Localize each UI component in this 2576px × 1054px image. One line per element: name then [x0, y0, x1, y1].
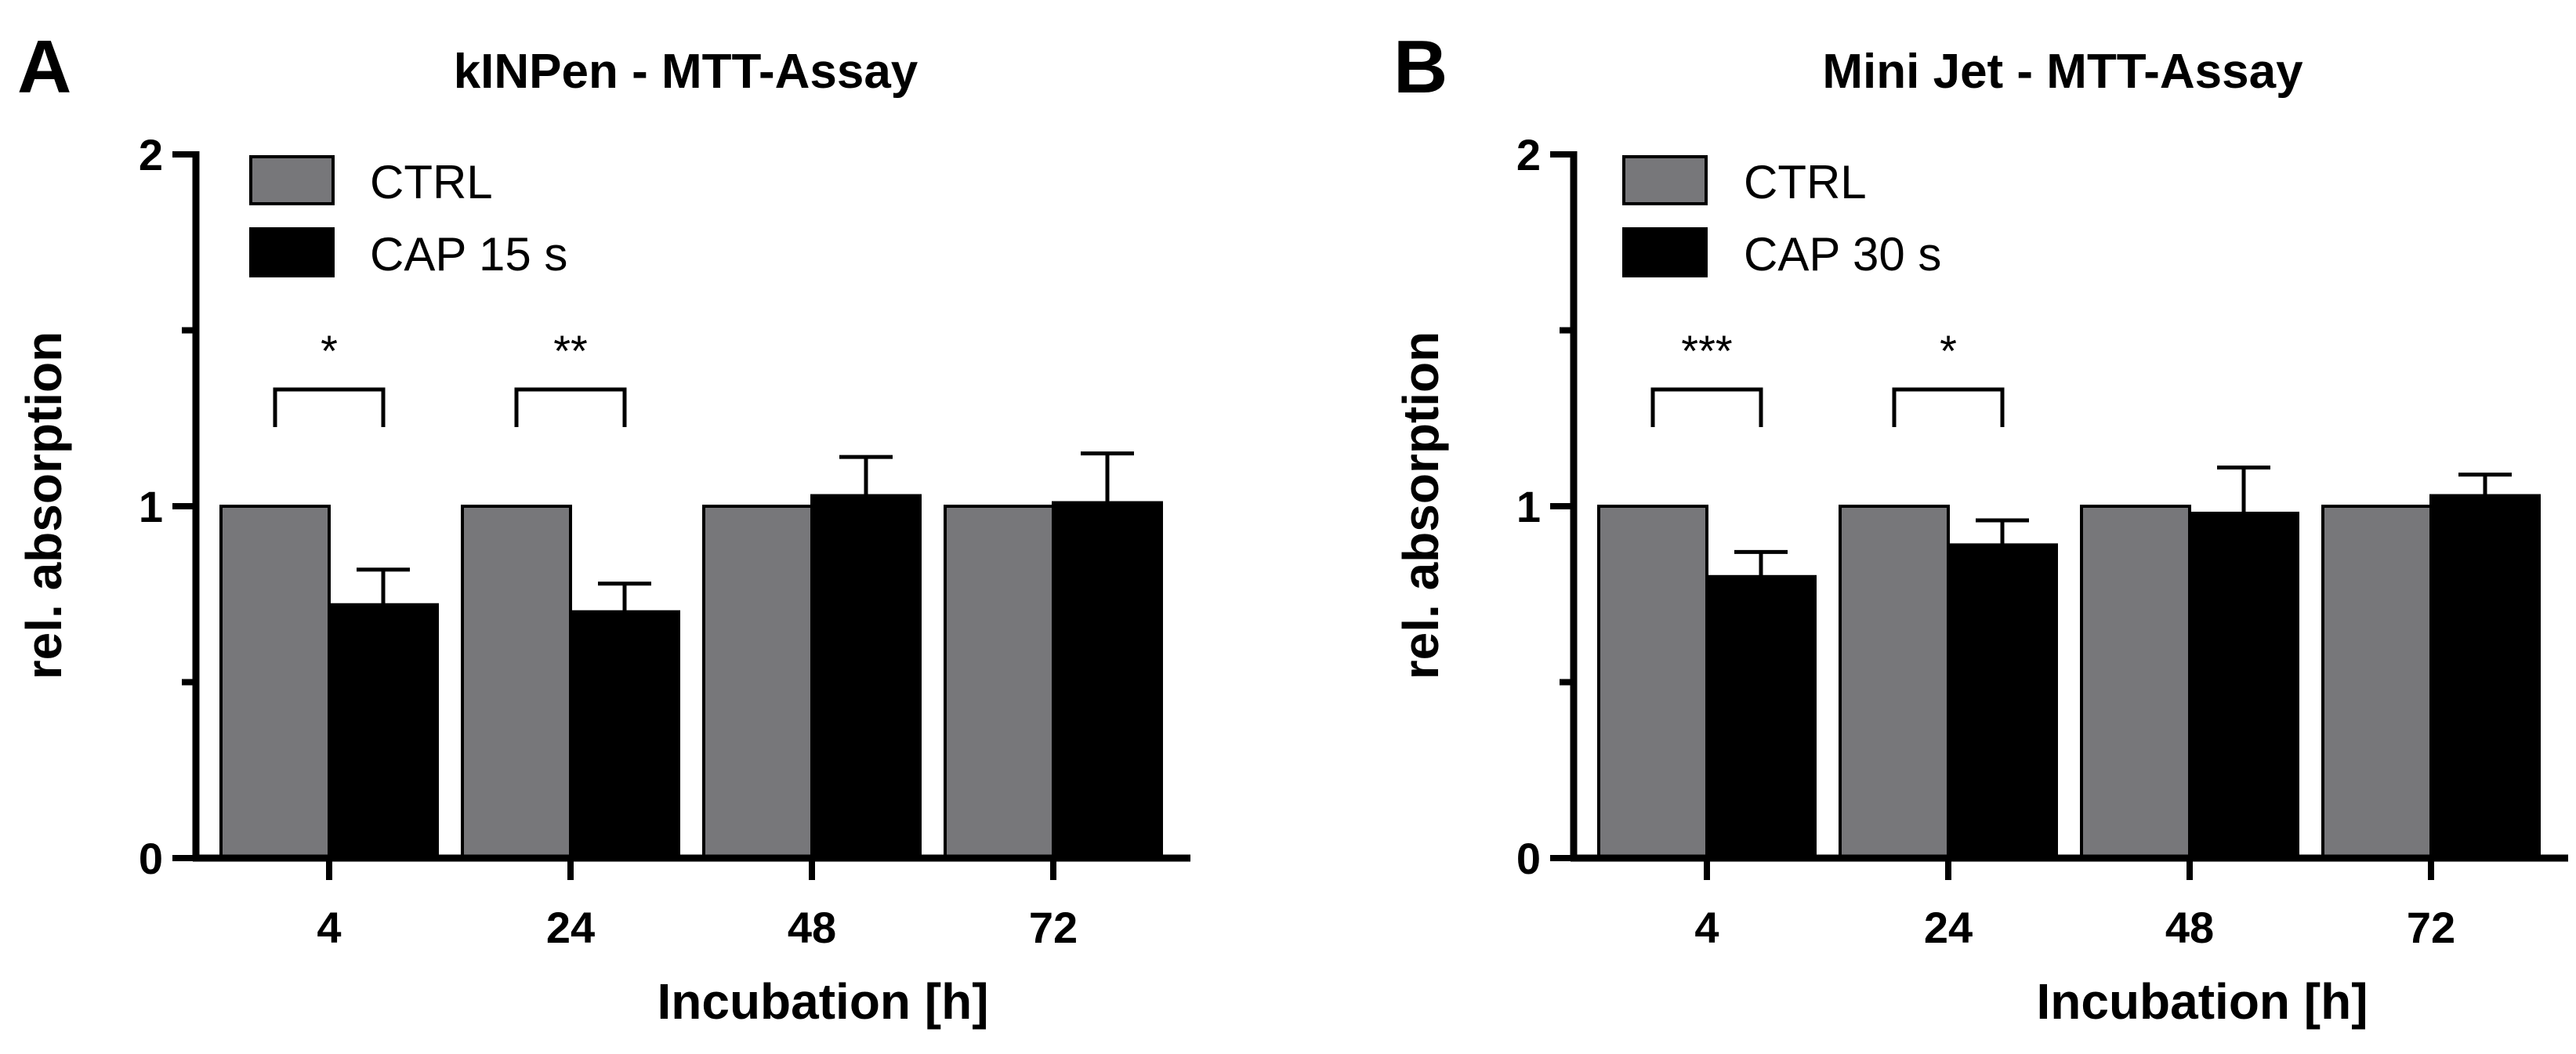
significance-label: **	[553, 326, 588, 375]
bar-ctrl-72	[2321, 505, 2433, 860]
significance-label: *	[321, 326, 338, 375]
x-tick-label: 24	[546, 903, 595, 952]
x-tick-label: 24	[1924, 903, 1973, 952]
panel-b: B Mini Jet - MTT-Assay Incubation [h] re…	[1393, 25, 2568, 1030]
y-tick-label: 0	[1516, 834, 1541, 883]
bar-cap-48	[810, 494, 922, 860]
bar-ctrl-4	[219, 505, 331, 860]
significance-bracket	[514, 387, 627, 427]
x-tick-label: 72	[1029, 903, 1078, 952]
legend-label: CTRL	[370, 156, 493, 208]
bar-cap-4	[328, 603, 439, 860]
x-tick-label: 48	[788, 903, 836, 952]
chart-title: Mini Jet - MTT-Assay	[1822, 45, 2303, 99]
y-tick-label: 2	[1516, 130, 1541, 179]
significance-bracket	[273, 387, 386, 427]
panel-letter: B	[1393, 25, 1447, 109]
x-tick-label: 4	[1694, 903, 1719, 952]
bar-cap-4	[1705, 574, 1817, 860]
legend-swatch-cap	[249, 227, 335, 277]
significance-label: *	[1940, 326, 1957, 375]
bar-cap-72	[1052, 501, 1163, 860]
legend-label: CAP 15 s	[370, 228, 567, 281]
x-tick-label: 72	[2407, 903, 2455, 952]
legend-swatch-ctrl	[1622, 155, 1708, 205]
y-axis-label: rel. absorption	[16, 331, 72, 680]
bar-cap-24	[569, 610, 680, 860]
bar-ctrl-4	[1597, 505, 1708, 860]
bar-ctrl-48	[2080, 505, 2191, 860]
bar-cap-72	[2429, 494, 2541, 860]
chart-title: kINPen - MTT-Assay	[454, 45, 918, 99]
bar-ctrl-48	[702, 505, 813, 860]
x-tick-label: 48	[2165, 903, 2214, 952]
legend-swatch-ctrl	[249, 155, 335, 205]
bar-ctrl-24	[1839, 505, 1950, 860]
bar-cap-48	[2188, 511, 2299, 860]
bar-ctrl-72	[944, 505, 1055, 860]
legend-label: CTRL	[1744, 156, 1867, 208]
y-tick-label: 2	[139, 130, 163, 179]
legend-label: CAP 30 s	[1744, 228, 1941, 281]
y-tick-label: 0	[139, 834, 163, 883]
x-axis-label: Incubation [h]	[2036, 973, 2368, 1030]
significance-label: ***	[1681, 326, 1732, 375]
panel-a: A kINPen - MTT-Assay Incubation [h] rel.…	[16, 25, 1190, 1030]
y-tick-label: 1	[1516, 482, 1541, 531]
x-tick-label: 4	[317, 903, 341, 952]
legend-swatch-cap	[1622, 227, 1708, 277]
significance-bracket	[1650, 387, 1763, 427]
x-axis-label: Incubation [h]	[657, 973, 988, 1030]
bar-ctrl-24	[461, 505, 572, 860]
panel-letter: A	[17, 25, 71, 109]
bar-cap-24	[1947, 543, 2058, 860]
y-axis-label: rel. absorption	[1393, 331, 1449, 680]
significance-bracket	[1892, 387, 2005, 427]
y-tick-label: 1	[139, 482, 163, 531]
